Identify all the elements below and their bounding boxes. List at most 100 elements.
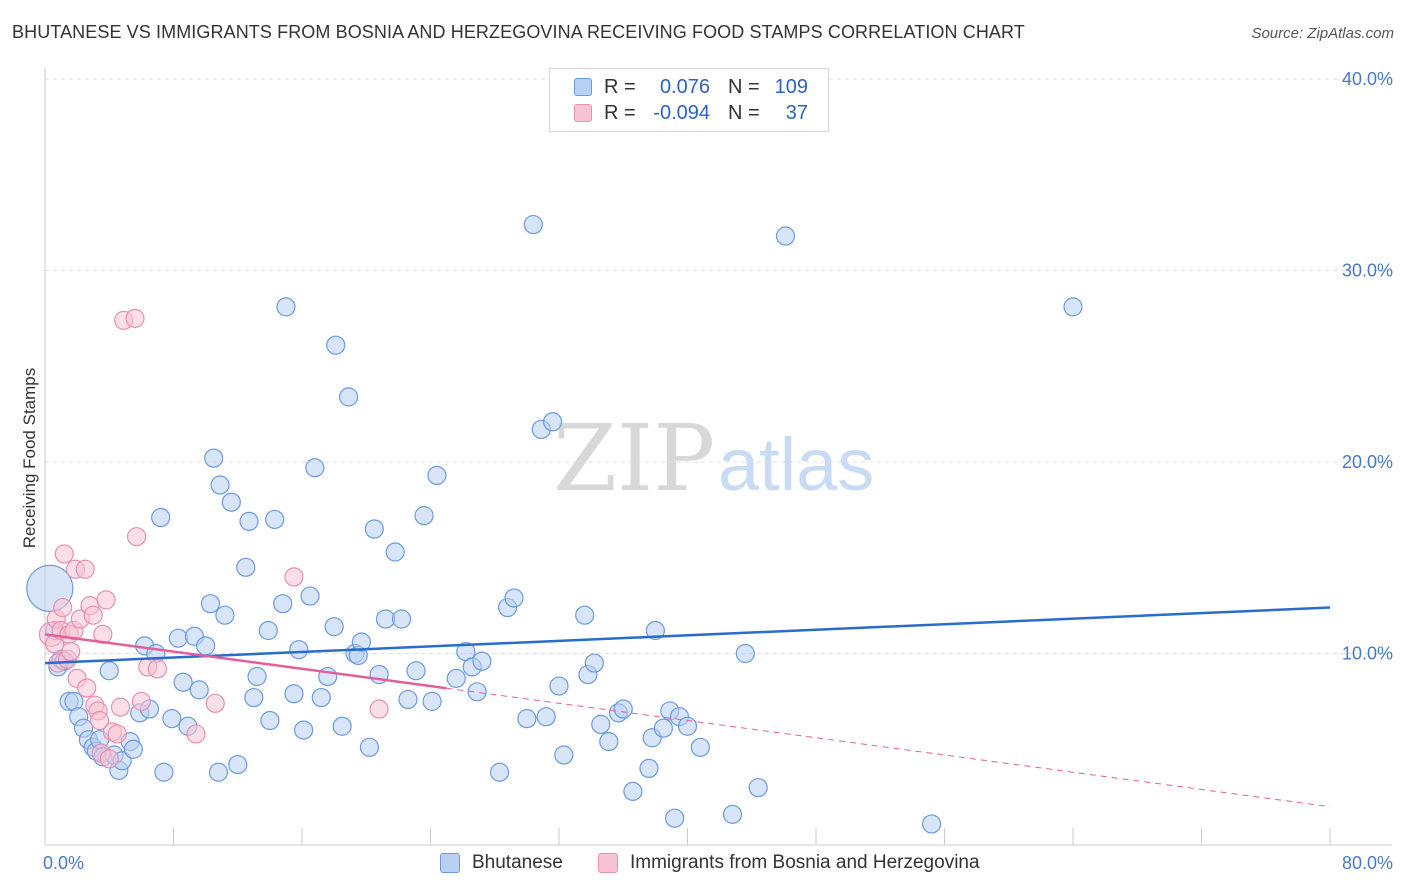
bhutanese-point — [735, 643, 755, 664]
bhutanese-point — [422, 691, 442, 711]
bosnia-point — [369, 699, 389, 719]
legend-item-bosnia: Immigrants from Bosnia and Herzegovina — [598, 852, 980, 874]
bosnia-point — [96, 590, 116, 610]
bosnia-point — [205, 693, 225, 713]
bhutanese-point — [265, 509, 285, 530]
bhutanese-point — [260, 710, 280, 731]
legend-swatch-blue — [574, 78, 592, 96]
bhutanese-point — [351, 632, 372, 652]
bosnia-point — [61, 641, 81, 662]
bhutanese-point — [154, 762, 174, 782]
bhutanese-point — [289, 640, 309, 660]
bhutanese-point — [584, 653, 604, 673]
series-legend: Bhutanese Immigrants from Bosnia and Her… — [0, 852, 1406, 878]
bhutanese-point — [221, 492, 241, 512]
bhutanese-point — [168, 628, 188, 648]
bhutanese-point — [332, 716, 352, 736]
bhutanese-point — [467, 682, 487, 702]
bhutanese-point — [215, 605, 235, 625]
legend-row-bhutanese: R = 0.076 N = 109 — [574, 75, 808, 99]
bhutanese-point — [446, 668, 466, 688]
bhutanese-point — [258, 620, 278, 641]
bhutanese-point — [244, 687, 264, 708]
bhutanese-point — [613, 699, 633, 719]
bhutanese-point — [677, 716, 698, 736]
bhutanese-point — [385, 542, 405, 562]
legend-swatch-pink — [574, 104, 592, 122]
bhutanese-point — [273, 594, 293, 614]
bhutanese-point — [162, 709, 182, 729]
legend-row-bosnia: R = -0.094 N = 37 — [574, 101, 808, 125]
bosnia-point — [54, 544, 74, 564]
bhutanese-point — [294, 720, 314, 740]
bosnia-point — [186, 724, 206, 744]
bosnia-point — [125, 308, 145, 328]
bhutanese-point — [549, 676, 569, 696]
bhutanese-point — [338, 387, 359, 407]
bhutanese-point — [406, 661, 426, 681]
bhutanese-point — [690, 737, 710, 757]
correlation-legend: R = 0.076 N = 109 R = -0.094 N = 37 — [549, 68, 829, 132]
bhutanese-point — [276, 297, 296, 317]
bhutanese-point — [536, 707, 556, 727]
bhutanese-point — [189, 680, 209, 700]
bhutanese-point — [239, 511, 259, 531]
bhutanese-point — [326, 335, 346, 355]
bhutanese-point — [375, 609, 396, 629]
bhutanese-point — [472, 651, 492, 671]
bhutanese-point — [210, 475, 230, 495]
legend-r-value: 0.076 — [659, 75, 710, 98]
legend-r-label: R = — [604, 75, 636, 98]
bhutanese-point — [599, 731, 619, 752]
bhutanese-point — [398, 689, 418, 710]
bhutanese-point — [542, 412, 563, 432]
bhutanese-point — [99, 661, 119, 681]
bhutanese-point — [173, 672, 193, 692]
bhutanese-point — [591, 714, 611, 734]
bhutanese-point — [414, 506, 434, 526]
bhutanese-point — [575, 605, 595, 625]
bosnia-point — [83, 605, 103, 625]
bhutanese-point — [722, 804, 743, 824]
chart-title: BHUTANESE VS IMMIGRANTS FROM BOSNIA AND … — [12, 22, 1025, 42]
bosnia-point — [147, 659, 168, 679]
bhutanese-point — [554, 745, 574, 765]
bhutanese-point — [653, 718, 674, 738]
x-tick-label: 0.0% — [43, 853, 84, 873]
bhutanese-point — [284, 684, 304, 704]
axes — [44, 68, 1392, 846]
legend-r-value: -0.094 — [653, 101, 710, 124]
y-tick-label: 30.0% — [1342, 261, 1393, 281]
bosnia-point — [107, 724, 127, 744]
bhutanese-point — [228, 754, 248, 775]
bhutanese-point — [236, 557, 256, 577]
bhutanese-point — [200, 594, 221, 614]
bhutanese-point — [391, 609, 412, 629]
trend-lines — [44, 606, 1331, 808]
bhutanese-point — [359, 737, 380, 757]
bosnia-point — [75, 559, 95, 579]
bhutanese-point — [300, 586, 320, 606]
bosnia-point — [126, 527, 147, 547]
bhutanese-point — [151, 507, 171, 528]
x-tick-label: 80.0% — [1342, 853, 1393, 873]
tick-labels: 10.0% 20.0% 30.0% 40.0% 0.0% 80.0% — [43, 69, 1393, 873]
bhutanese-point — [1063, 297, 1083, 317]
bhutanese-point — [204, 448, 224, 468]
watermark-zip-text: ZIP — [553, 405, 715, 512]
bhutanese-point — [623, 781, 643, 801]
bhutanese-point — [123, 739, 143, 759]
bhutanese-point — [523, 214, 543, 235]
bhutanese-point — [517, 709, 537, 729]
bhutanese-point — [922, 814, 942, 834]
bhutanese-point — [311, 687, 331, 708]
legend-n-label: N = — [728, 101, 760, 124]
bhutanese-point — [489, 762, 510, 782]
bhutanese-point — [748, 777, 768, 798]
bhutanese-point — [208, 762, 229, 782]
legend-n-value: 109 — [774, 75, 808, 98]
series-bhutanese-points — [26, 214, 1083, 834]
bosnia-point — [77, 678, 97, 698]
bhutanese-point — [364, 519, 384, 539]
